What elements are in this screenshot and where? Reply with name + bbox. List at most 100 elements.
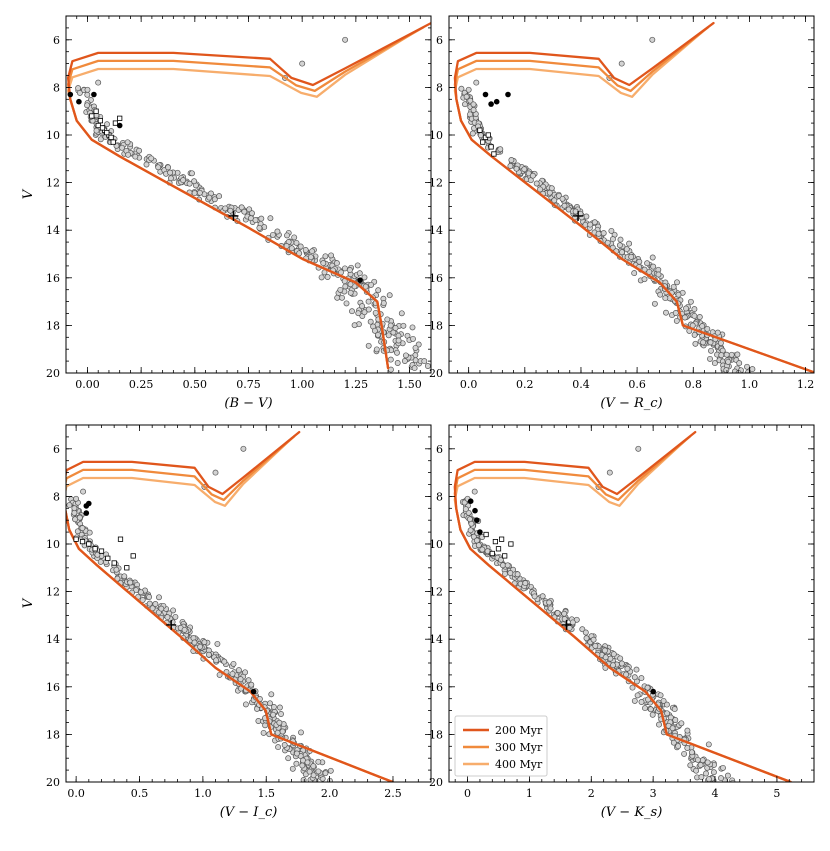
member-star xyxy=(114,575,121,582)
member-star xyxy=(718,775,724,782)
y-tick-label: 14 xyxy=(429,224,443,237)
member-star xyxy=(704,325,711,332)
member-star xyxy=(718,352,725,359)
member-star xyxy=(711,360,718,367)
member-star xyxy=(513,165,520,172)
member-star xyxy=(400,322,407,329)
member-star xyxy=(170,607,177,614)
y-tick-label: 8 xyxy=(436,81,443,94)
member-star xyxy=(561,610,568,617)
member-star xyxy=(371,327,378,334)
member-star xyxy=(691,306,698,313)
plot-area xyxy=(453,21,814,373)
member-star xyxy=(618,660,625,667)
member-star xyxy=(270,711,277,718)
member-star xyxy=(663,309,669,316)
member-star xyxy=(618,60,625,67)
member-star xyxy=(466,516,473,523)
y-tick-label: 14 xyxy=(46,224,60,237)
y-axis-label: V xyxy=(21,597,36,608)
square-marker xyxy=(485,132,491,138)
member-star xyxy=(206,194,213,201)
y-tick-label: 6 xyxy=(53,34,60,47)
member-star xyxy=(617,655,624,662)
highlight-star xyxy=(505,91,511,98)
member-star xyxy=(139,597,146,603)
y-tick-label: 10 xyxy=(46,129,60,142)
member-star xyxy=(649,36,656,43)
member-star xyxy=(137,589,144,596)
member-star xyxy=(463,93,470,100)
y-tick-label: 10 xyxy=(429,129,443,142)
member-star xyxy=(276,719,283,726)
y-tick-label: 6 xyxy=(53,443,60,456)
member-star xyxy=(260,729,267,736)
member-star xyxy=(180,177,187,184)
member-star xyxy=(583,635,590,642)
isochrone-400myr xyxy=(66,439,394,782)
member-star xyxy=(349,308,355,315)
member-star xyxy=(196,189,203,196)
member-star xyxy=(394,360,401,366)
member-star xyxy=(572,208,579,215)
member-star xyxy=(473,79,480,86)
member-star xyxy=(521,166,528,173)
member-star xyxy=(437,355,442,360)
member-star xyxy=(299,60,306,67)
square-marker xyxy=(105,555,111,561)
member-star xyxy=(191,190,198,197)
x-tick-label: 1.5 xyxy=(257,787,275,800)
member-star xyxy=(398,310,405,317)
isochrone-200myr xyxy=(453,21,814,373)
x-tick-label: 0 xyxy=(464,787,471,800)
member-star xyxy=(724,772,731,779)
member-star xyxy=(644,260,651,267)
member-star xyxy=(104,121,110,128)
member-star xyxy=(626,240,633,247)
member-star xyxy=(191,639,198,646)
member-star xyxy=(387,356,394,363)
member-star xyxy=(602,654,609,661)
plus-marker xyxy=(561,619,572,630)
member-star xyxy=(386,292,393,299)
member-star xyxy=(136,147,143,154)
member-star xyxy=(687,298,694,305)
isochrone-300myr xyxy=(66,26,425,370)
square-marker xyxy=(477,127,483,133)
member-star xyxy=(608,227,615,234)
member-star xyxy=(684,745,691,751)
member-star xyxy=(245,677,252,684)
member-star xyxy=(657,692,664,699)
x-tick-label: 1 xyxy=(526,787,533,800)
member-star xyxy=(267,215,274,222)
member-star xyxy=(469,130,476,137)
x-tick-label: 2.0 xyxy=(321,787,339,800)
member-star xyxy=(730,779,736,782)
member-star xyxy=(221,658,228,665)
highlight-star xyxy=(488,101,494,107)
highlight-star xyxy=(482,91,489,98)
plot-area xyxy=(66,21,442,373)
y-tick-label: 20 xyxy=(46,367,60,380)
isochrone-200myr xyxy=(66,21,431,370)
member-star xyxy=(167,169,174,176)
y-tick-label: 10 xyxy=(46,538,60,551)
x-axis-label: (V − I_c) xyxy=(220,805,278,820)
member-star xyxy=(708,347,714,354)
member-star xyxy=(573,616,580,623)
member-star xyxy=(324,274,331,280)
member-star xyxy=(656,721,662,728)
member-star xyxy=(402,352,409,359)
member-star xyxy=(146,594,153,600)
member-star xyxy=(365,298,372,305)
member-star xyxy=(616,242,623,249)
square-marker xyxy=(124,565,130,571)
member-star xyxy=(222,205,229,212)
member-star xyxy=(186,180,193,187)
member-star xyxy=(610,662,616,669)
member-star xyxy=(97,136,104,143)
member-star xyxy=(691,312,698,319)
member-star xyxy=(385,332,392,339)
member-star xyxy=(341,265,348,272)
member-star xyxy=(477,132,484,139)
